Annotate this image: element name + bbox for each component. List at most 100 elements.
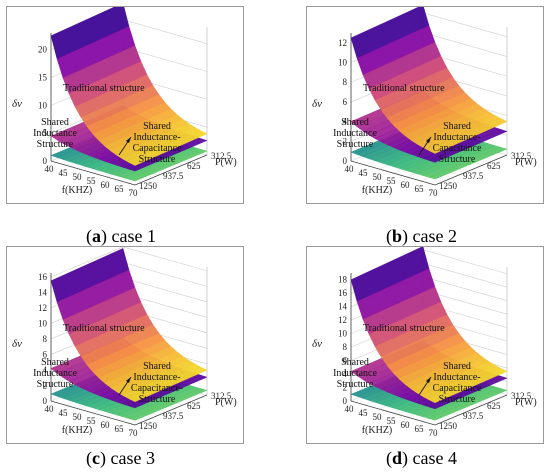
y-axis-label: P(W) (515, 157, 537, 168)
z-tick-label: 4 (343, 369, 348, 379)
x-tick-label: 55 (87, 416, 97, 426)
x-tick-label: 60 (101, 420, 111, 430)
x-tick-label: 50 (373, 412, 383, 422)
y-axis-label: P(W) (515, 397, 537, 408)
label-shared-inductance-capacitance: Capacitance (433, 383, 482, 394)
y-axis-line (134, 154, 208, 186)
y-tick-label: 625 (487, 161, 501, 171)
surface-traditional (350, 247, 508, 403)
surface-traditional (350, 7, 508, 154)
z-tick-label: 18 (338, 275, 348, 285)
label-shared-inductance-capacitance: Structure (139, 154, 176, 165)
x-axis-line (50, 160, 136, 186)
label-shared-inductance-capacitance: Capacitance- (131, 383, 183, 394)
annotation-arrowhead (426, 137, 431, 143)
y-tick-label: 1250 (139, 181, 158, 191)
x-tick-label: 55 (387, 416, 397, 426)
x-tick-label: 50 (373, 172, 383, 182)
label-shared-inductance-capacitance: Shared (143, 121, 171, 132)
caption-d: (d) case 4 (386, 448, 457, 468)
surface-traditional (50, 248, 208, 402)
z-tick-label: 10 (38, 318, 48, 328)
z-tick-label: 6 (343, 356, 348, 366)
label-shared-inductance: Shared (341, 357, 369, 368)
surface-strip (428, 118, 508, 154)
caption-text: case 4 (412, 448, 457, 468)
label-traditional-structure: Traditional structure (63, 83, 145, 94)
y-axis-label: P(W) (215, 157, 237, 168)
annotation-arrowhead (126, 377, 131, 383)
x-tick-label: 65 (415, 424, 425, 434)
surface-strip (428, 147, 508, 180)
z-tick-label: 0 (343, 396, 348, 406)
surface-strip (128, 388, 208, 421)
y-tick-label: 625 (187, 161, 201, 171)
y-tick-label: 937.5 (163, 171, 184, 181)
chart-frame-d: 0 2 4 6 8 10 12 14 16 18 40 45 50 55 60 65 70 312.5 625 937… (306, 246, 544, 444)
label-shared-inductance-capacitance: Capacitance (133, 143, 182, 154)
y-tick-label: 312.5 (511, 391, 532, 401)
surface-strip (428, 388, 508, 421)
label-shared-inductance: Shared (41, 117, 69, 128)
annotation-arrowhead (126, 137, 131, 143)
z-tick-label: 14 (38, 287, 48, 297)
x-tick-label: 55 (87, 176, 97, 186)
axes: 0 2 4 6 8 10 12 14 16 40 45 50 55 60 65 70 312.5 625937.5… (12, 272, 237, 438)
x-axis-line (350, 160, 436, 186)
x-tick-label: 40 (345, 164, 355, 174)
label-shared-inductance-capacitance: Inductance- (433, 372, 480, 383)
z-tick-label: 12 (38, 303, 47, 313)
x-tick-label: 70 (129, 428, 139, 438)
label-shared-inductance-capacitance: Shared (443, 361, 471, 372)
x-tick-label: 40 (45, 164, 55, 174)
chart-frame-a: 0 5 10 15 20 40 45 50 55 60 65 70 312.5 625 937.5 1250 δ… (6, 6, 244, 204)
x-axis-line (350, 400, 436, 426)
z-tick-label: 10 (38, 100, 48, 110)
x-tick-label: 60 (401, 180, 411, 190)
x-axis-label: f(KHZ) (62, 425, 93, 436)
axes: 0 2 4 6 8 10 12 14 16 18 40 45 50 55 60 65 70 312.5 625937… (312, 273, 537, 438)
z-tick-label: 8 (43, 334, 48, 344)
z-tick-label: 2 (343, 136, 348, 146)
z-axis-label: δv (12, 338, 22, 350)
label-shared-inductance: Inductance (333, 128, 377, 139)
x-tick-label: 65 (115, 424, 125, 434)
label-shared-inductance-capacitance: Shared (443, 121, 471, 132)
label-shared-inductance-capacitance: Inductance- (133, 372, 180, 383)
surface-strip (128, 149, 208, 182)
caption-a: (a) case 1 (86, 226, 156, 246)
z-tick-label: 8 (343, 342, 348, 352)
surface-strip (428, 376, 508, 410)
label-shared-inductance: Inductance (33, 368, 77, 379)
caption-letter: c (92, 448, 100, 468)
caption-b: (b) case 2 (386, 226, 457, 246)
label-shared-inductance: Structure (37, 139, 74, 150)
z-tick-label: 0 (343, 156, 348, 166)
y-axis-line (134, 394, 208, 426)
z-tick-label: 12 (338, 315, 347, 325)
label-shared-inductance-capacitance: Capacitance (433, 143, 482, 154)
caption-text: case 3 (110, 448, 155, 468)
x-tick-label: 50 (73, 172, 83, 182)
label-shared-inductance: Structure (337, 139, 374, 150)
z-tick-label: 4 (343, 117, 348, 127)
surface-strip (128, 130, 208, 166)
z-tick-label: 0 (43, 156, 48, 166)
x-axis-label: f(KHZ) (362, 185, 393, 196)
x-axis-label: f(KHZ) (62, 185, 93, 196)
z-tick-label: 6 (343, 97, 348, 107)
surface-annotations: Traditional structureSharedInductanceStr… (333, 323, 482, 405)
caption-c: (c) case 3 (86, 448, 155, 468)
z-axis-label: δv (12, 98, 22, 110)
y-axis-label: P(W) (215, 397, 237, 408)
y-tick-label: 312.5 (211, 151, 232, 161)
y-tick-label: 937.5 (463, 171, 484, 181)
x-axis-line (50, 400, 136, 426)
z-axis-label: δv (312, 98, 322, 110)
x-tick-label: 50 (73, 412, 83, 422)
label-traditional-structure: Traditional structure (363, 83, 445, 94)
x-tick-label: 70 (429, 188, 439, 198)
